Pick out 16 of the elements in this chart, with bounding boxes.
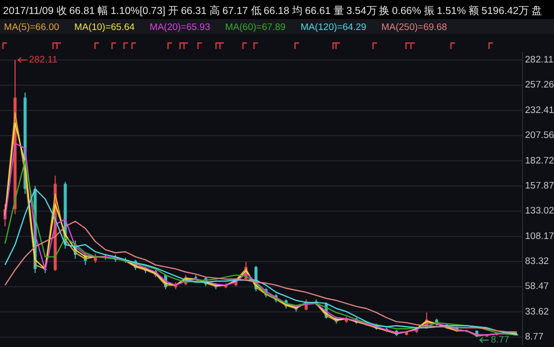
y-tick-label: 182.72 (525, 155, 554, 166)
y-tick-label: 207.56 (525, 130, 554, 142)
annotation: 8.77 (490, 334, 510, 346)
y-tick-label: 108.17 (525, 230, 554, 242)
title: 2017/11/09 收 66.81 幅 1.10%[0.73] 开 66.31 高 67.17 低 66.18 均 66.61 量 3.54万 换 0.66% 振 1.51% 额 5196.42万 盘 (3, 6, 542, 17)
y-tick-label: 8.77 (525, 332, 544, 343)
y-tick-label: 133.02 (525, 206, 554, 217)
y-tick-label: 257.26 (525, 80, 554, 91)
y-tick-label: 157.87 (525, 180, 554, 192)
y-tick-label: 33.62 (525, 306, 549, 318)
y-tick-label: 83.32 (525, 256, 549, 268)
y-tick-label: 282.11 (525, 54, 554, 66)
y-tick-label: 232.41 (525, 104, 554, 116)
annotation: 282.11 (29, 54, 58, 66)
y-tick-label: 58.47 (525, 281, 549, 292)
legend: MA(5)=66.00 MA(10)=65.64 MA(20)=65.93 MA(60)=67.89 MA(120)=64.29 MA(250)=69.68 (4, 22, 448, 33)
